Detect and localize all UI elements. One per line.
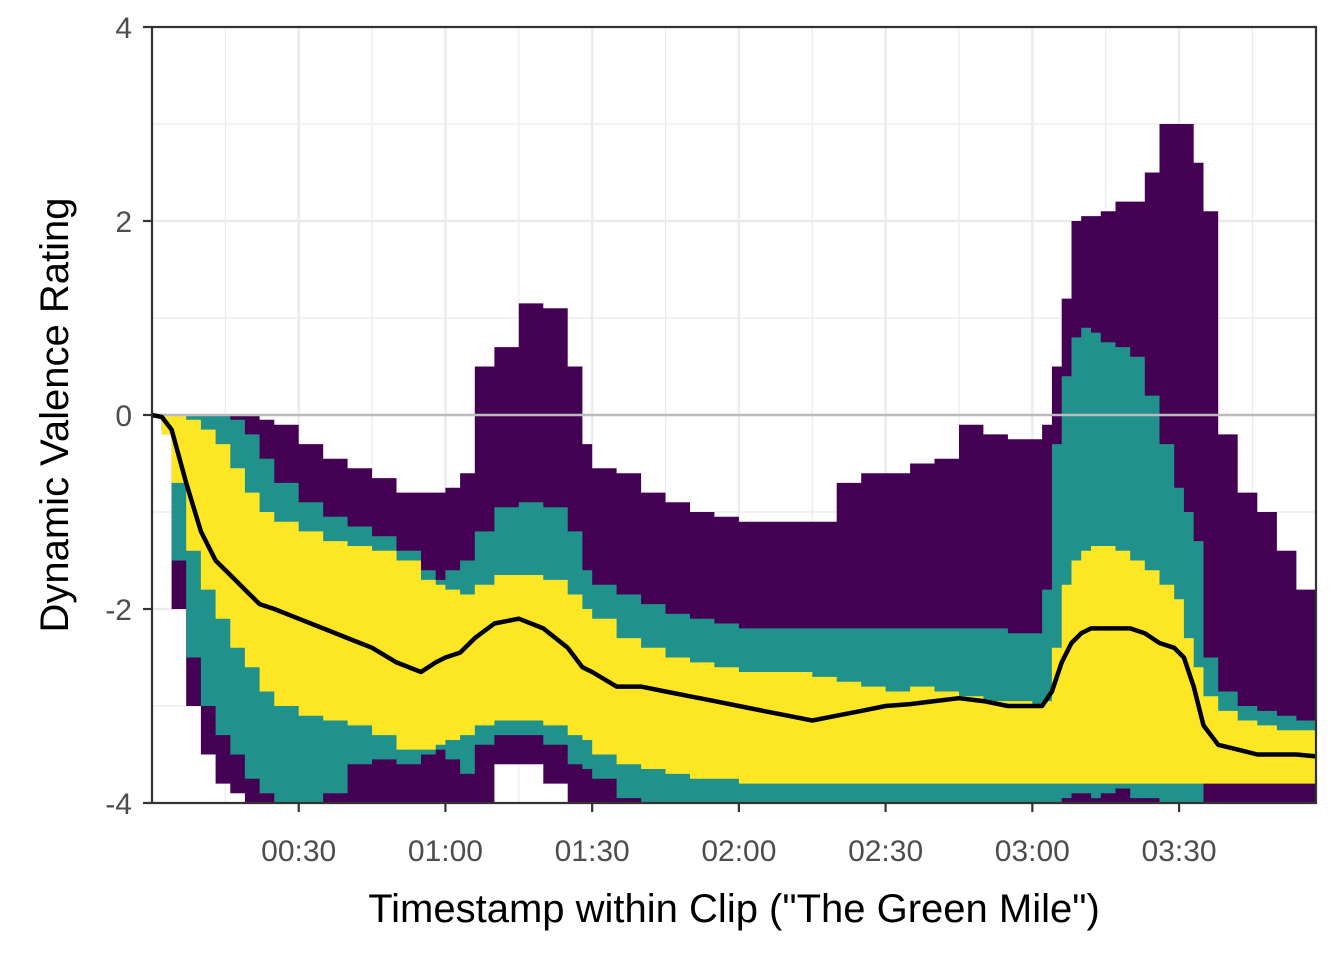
mean-line: [151, 412, 1317, 759]
y-tick-label: 4: [115, 12, 132, 45]
y-tick-label: -2: [105, 594, 132, 627]
x-axis: 00:30 01:00 01:30 02:00 02:30 03:00 03:30: [261, 803, 1217, 868]
y-axis-title: Dynamic Valence Rating: [33, 197, 77, 632]
mean-rating-line: [151, 412, 1317, 759]
x-tick-label: 00:30: [261, 835, 336, 868]
x-tick-label: 02:00: [701, 835, 776, 868]
x-tick-label: 03:30: [1142, 835, 1217, 868]
rating-bands: [152, 124, 1316, 803]
x-tick-label: 01:00: [408, 835, 483, 868]
x-tick-label: 03:00: [995, 835, 1070, 868]
x-tick-label: 02:30: [848, 835, 923, 868]
x-axis-title: Timestamp within Clip ("The Green Mile"): [368, 887, 1100, 931]
y-axis: -4 -2 0 2 4: [105, 12, 152, 821]
y-tick-label: -4: [105, 788, 132, 821]
band-inner: [152, 415, 1316, 784]
y-tick-label: 0: [115, 400, 132, 433]
x-tick-label: 01:30: [555, 835, 630, 868]
y-tick-label: 2: [115, 206, 132, 239]
